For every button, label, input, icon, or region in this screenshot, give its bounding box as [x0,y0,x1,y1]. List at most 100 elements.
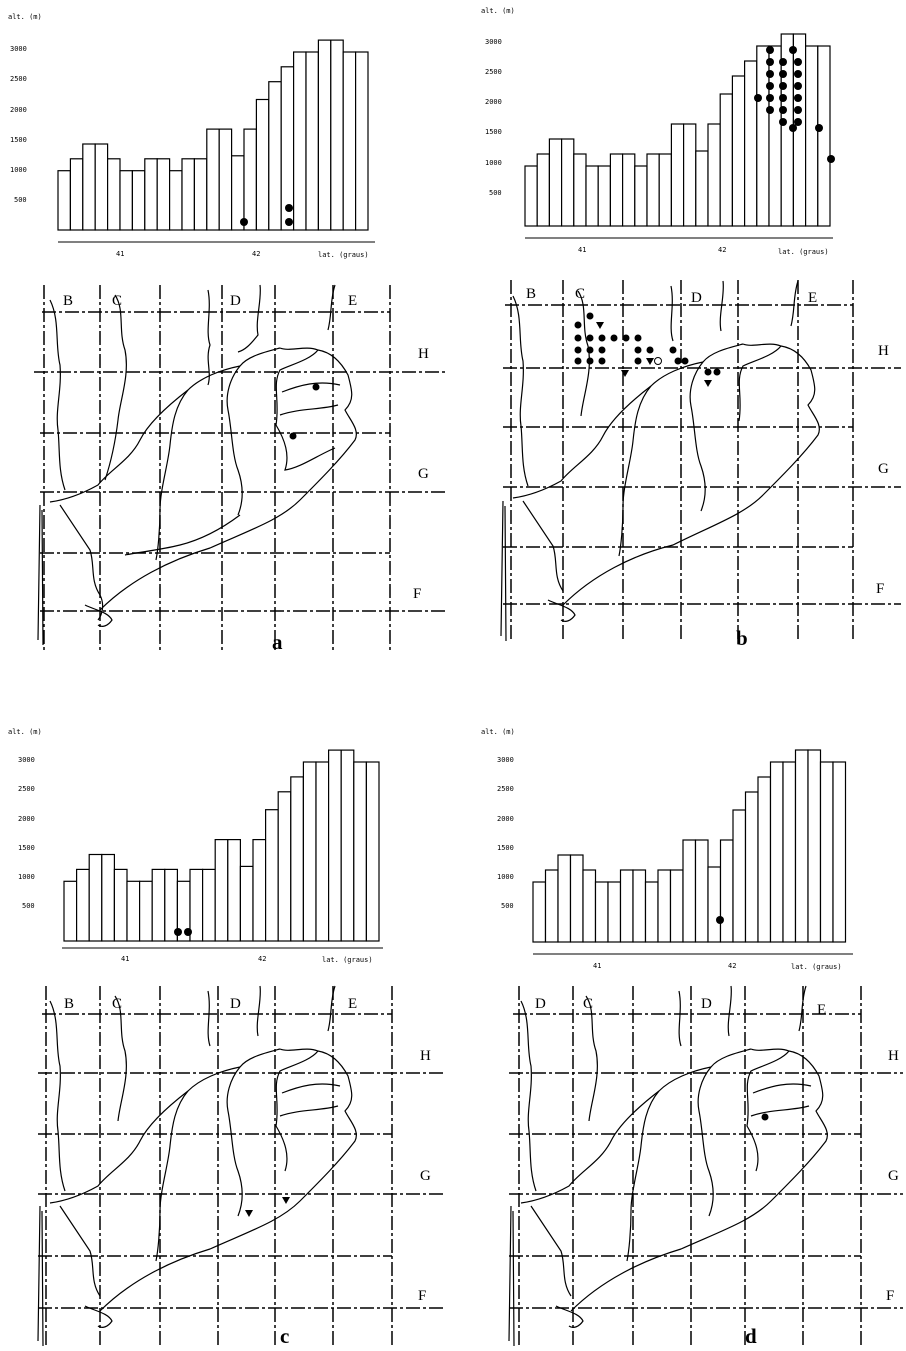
grid-label-f: F [413,586,421,602]
histogram-bar [634,165,648,227]
histogram-bars [63,749,380,942]
ytick-500: 500 [22,902,35,910]
grid-label-1: D [535,996,546,1012]
histogram-bar [214,839,229,942]
histogram-bar [707,123,721,227]
histogram-markers [716,916,724,924]
ytick-500: 500 [14,196,27,204]
altitude-histogram: alt. (m) 3000 2500 2000 1500 1000 500 41… [481,728,853,971]
histogram-bar [268,81,282,231]
grid-label-b: B [526,286,536,302]
ytick-2000: 2000 [497,815,514,823]
histogram-xlabel: lat. (graus) [318,251,369,259]
catalonia-grid-map: B C D E H G F [34,284,445,650]
histogram-bar [239,865,254,942]
histogram-bar [365,761,380,942]
catalonia-grid-map: D C D E H G F [508,985,903,1348]
ytick-500: 500 [501,902,514,910]
ytick-1000: 1000 [10,166,27,174]
histogram-bar [669,869,684,943]
grid-label-g: G [420,1168,431,1184]
histogram-bar [744,60,758,227]
histogram-bar [532,881,547,943]
histogram-bar [585,165,599,227]
histogram-bar [131,170,146,231]
histogram-bar [302,761,317,942]
ytick-3000: 3000 [10,45,27,53]
ytick-1500: 1500 [485,128,502,136]
grid-label-h: H [888,1048,899,1064]
ytick-1000: 1000 [485,159,502,167]
histogram-bar [707,866,722,943]
ytick-1500: 1500 [18,844,35,852]
histogram-bar [106,158,121,231]
histogram-bar [113,868,128,942]
ytick-500: 500 [489,189,502,197]
histogram-bar [252,839,267,942]
ytick-2000: 2000 [18,815,35,823]
histogram-bar [683,123,697,227]
map-occurrence-markers [245,1197,290,1217]
grid-label-d: D [701,996,712,1012]
ytick-2500: 2500 [18,785,35,793]
histogram-bar [243,128,257,231]
histogram-bar [330,39,344,231]
xtick-42: 42 [252,250,260,258]
altitude-histogram: alt. (m) 3000 2500 2000 1500 1000 500 41… [8,13,375,259]
histogram-bar [181,158,195,231]
histogram-bar [769,761,784,943]
histogram-bar [315,761,330,942]
ytick-2000: 2000 [485,98,502,106]
histogram-bar [657,869,672,943]
grid-label-g: G [418,466,429,482]
grid-label-g: G [888,1168,899,1184]
xtick-42: 42 [728,962,736,970]
grid-label-h: H [418,346,429,362]
histogram-bar [619,869,634,943]
altitude-histogram: alt. (m) 3000 2500 2000 1500 1000 500 41… [8,728,383,964]
histogram-bar [317,39,332,231]
histogram-ylabel: alt. (m) [8,13,42,21]
histogram-bar [88,853,103,942]
histogram-bar [202,868,216,942]
xtick-41: 41 [578,246,586,254]
histogram-bar [82,143,96,231]
grid-label-c: C [575,286,585,302]
grid-label-d: D [691,290,702,306]
histogram-bar [807,749,822,943]
histogram-bar [670,123,685,227]
grid-label-c: C [112,293,122,309]
histogram-bar [544,869,559,943]
histogram-bar [622,153,636,227]
histogram-bar [536,153,550,227]
histogram-bar [293,51,307,231]
histogram-bar [569,854,584,943]
histogram-bar [57,170,71,231]
histogram-bar [632,869,647,943]
histogram-ylabel: alt. (m) [481,728,515,736]
histogram-bar [658,153,672,227]
histogram-bar [227,839,242,942]
grid-label-c: C [583,996,593,1012]
xtick-42: 42 [258,955,266,963]
panel-d: alt. (m) 3000 2500 2000 1500 1000 500 41… [453,676,906,1351]
grid-label-e: E [348,293,357,309]
histogram-bar [609,153,624,227]
histogram-bar [819,761,834,943]
xtick-41: 41 [121,955,129,963]
histogram-bars [524,33,831,227]
histogram-bars [532,749,847,943]
histogram-bar [353,761,367,942]
grid-label-h: H [420,1048,431,1064]
histogram-xlabel: lat. (graus) [322,956,373,964]
histogram-bar [151,868,166,942]
grid-label-e: E [817,1002,826,1018]
histogram-bar [524,165,538,227]
histogram-bar [156,158,171,231]
histogram-markers [240,204,293,226]
histogram-bar [597,165,611,227]
histogram-markers [754,46,835,163]
histogram-bar [744,791,759,943]
panel-label: b [736,626,748,650]
histogram-bar [782,761,797,943]
